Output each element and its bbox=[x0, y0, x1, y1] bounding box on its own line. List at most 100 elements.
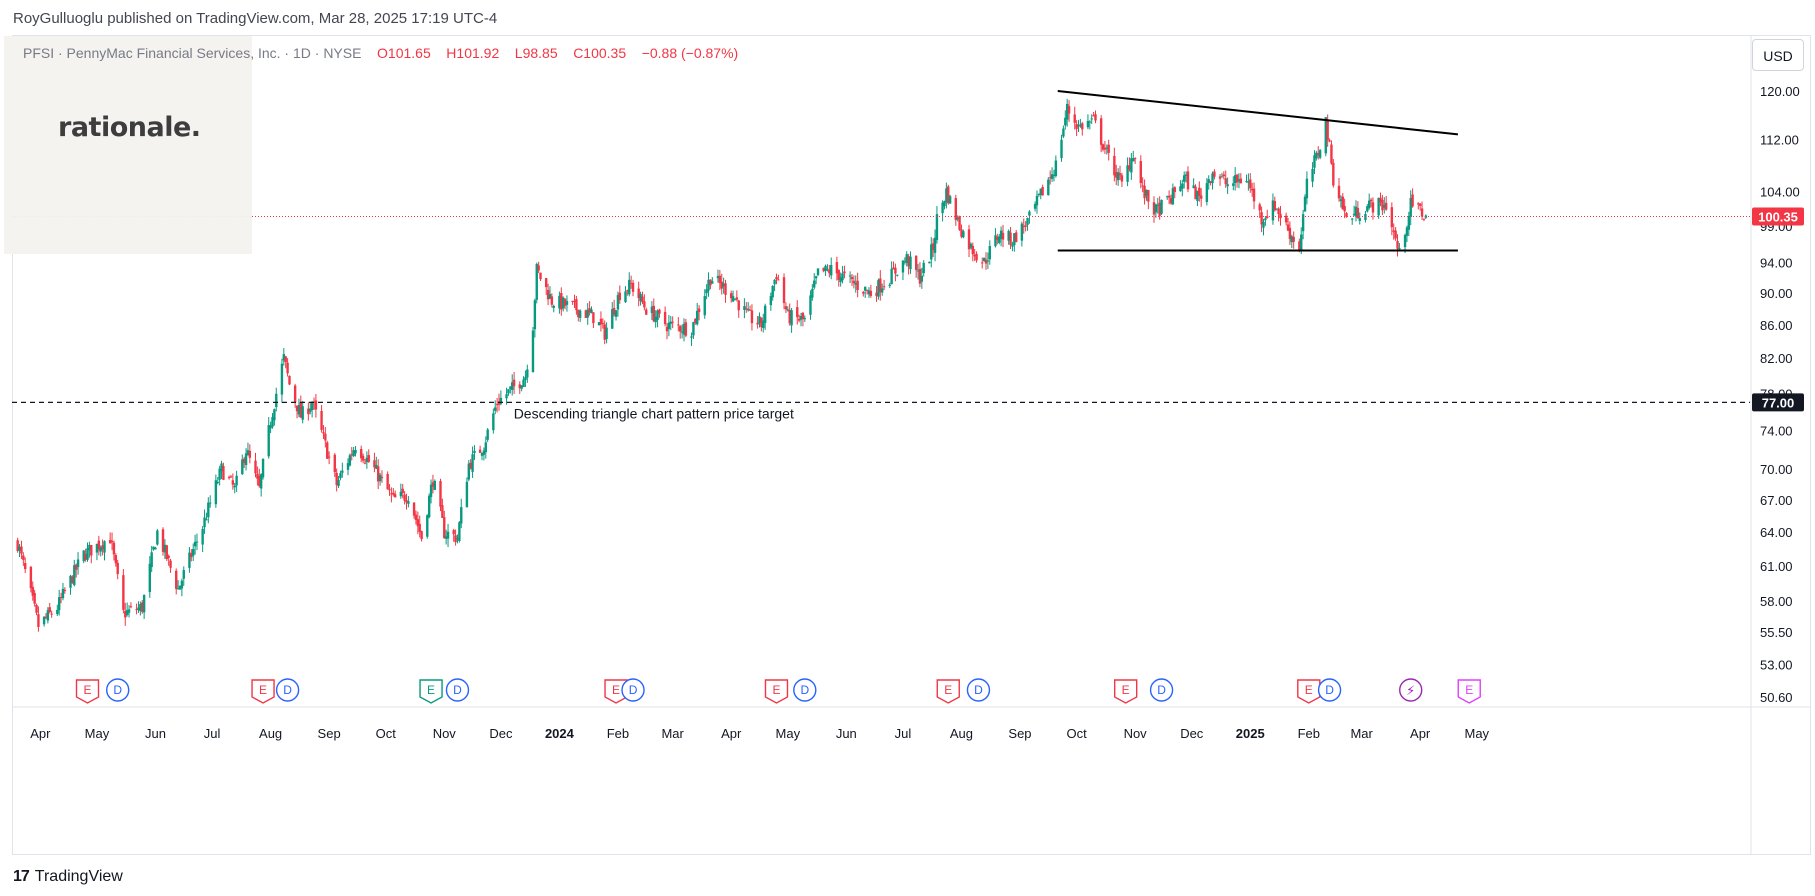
candle-body bbox=[405, 500, 408, 503]
candle-body bbox=[1079, 124, 1082, 127]
candle-body bbox=[822, 267, 825, 272]
candle-body bbox=[869, 290, 873, 296]
candle-body bbox=[988, 246, 991, 260]
candle-body bbox=[1239, 178, 1243, 184]
candle-body bbox=[426, 515, 429, 537]
candle-body bbox=[71, 576, 74, 584]
candle-body bbox=[575, 299, 578, 311]
candle-body bbox=[999, 230, 1003, 239]
candle-body bbox=[1318, 150, 1322, 158]
candle-body bbox=[1292, 236, 1295, 242]
candle-body bbox=[22, 555, 25, 560]
dividend-icon-label: D bbox=[453, 683, 462, 697]
candle-body bbox=[612, 307, 616, 315]
candle-body bbox=[882, 286, 886, 288]
candle-body bbox=[261, 458, 265, 478]
candle-body bbox=[1184, 174, 1188, 177]
tradingview-brand[interactable]: 17 TradingView bbox=[13, 868, 123, 886]
candle-body bbox=[84, 553, 87, 560]
x-tick-label: Mar bbox=[1350, 726, 1373, 741]
candle-body bbox=[1398, 248, 1401, 250]
dividend-icon-label: D bbox=[113, 683, 122, 697]
candle-body bbox=[1258, 204, 1261, 211]
candle-body bbox=[903, 261, 907, 263]
candle-body bbox=[178, 585, 182, 590]
candle-body bbox=[376, 466, 380, 482]
candle-body bbox=[42, 616, 46, 625]
y-tick-label: 50.60 bbox=[1760, 690, 1793, 705]
candle-body bbox=[1105, 147, 1109, 149]
candle-body bbox=[31, 586, 34, 596]
candle-body bbox=[916, 270, 920, 272]
candle-body bbox=[684, 322, 688, 336]
candle-body bbox=[341, 470, 344, 473]
candle-body bbox=[1252, 188, 1256, 202]
candle-body bbox=[511, 382, 514, 390]
candle-body bbox=[69, 575, 72, 588]
earnings-icon-label: E bbox=[83, 683, 91, 697]
candle-body bbox=[512, 379, 516, 387]
candle-body bbox=[141, 602, 144, 612]
candle-body bbox=[1303, 196, 1307, 212]
candle-body bbox=[1245, 181, 1248, 183]
candle-body bbox=[465, 481, 469, 508]
candle-body bbox=[1116, 172, 1120, 181]
symbol-label[interactable]: PFSI · PennyMac Financial Services, Inc.… bbox=[23, 45, 362, 61]
candle-body bbox=[1132, 158, 1135, 162]
candle-body bbox=[826, 268, 829, 270]
candle-body bbox=[499, 397, 503, 404]
candle-body bbox=[1101, 144, 1105, 150]
candle-body bbox=[446, 531, 450, 539]
candle-body bbox=[748, 309, 752, 311]
candle-body bbox=[928, 261, 931, 264]
candle-body bbox=[1147, 189, 1150, 202]
candle-body bbox=[469, 462, 472, 469]
candle-body bbox=[429, 484, 433, 498]
candle-body bbox=[110, 540, 114, 543]
logo-panel bbox=[4, 36, 252, 254]
chart-frame bbox=[12, 35, 1811, 855]
x-tick-label: Apr bbox=[1410, 726, 1431, 741]
candle-body bbox=[1300, 234, 1303, 251]
candle-body bbox=[473, 450, 476, 453]
candle-body bbox=[1326, 119, 1329, 141]
candle-body bbox=[88, 544, 91, 551]
earnings-icon bbox=[1297, 679, 1321, 704]
candle-body bbox=[1356, 207, 1360, 218]
candle-body bbox=[737, 300, 740, 311]
candle-body bbox=[746, 309, 750, 311]
candle-body bbox=[998, 236, 1001, 243]
x-tick-label: Oct bbox=[1066, 726, 1087, 741]
candle-body bbox=[958, 216, 961, 230]
candle-body bbox=[1037, 194, 1041, 196]
candle-body bbox=[254, 460, 257, 474]
candle-body bbox=[775, 277, 778, 280]
candle-body bbox=[1181, 183, 1184, 189]
earnings-icon-label: E bbox=[944, 683, 952, 697]
dividend-icon bbox=[621, 678, 645, 702]
candle-body bbox=[922, 262, 925, 274]
candle-body bbox=[665, 326, 669, 332]
candle-body bbox=[1418, 203, 1422, 206]
candle-body bbox=[956, 217, 959, 220]
candle-body bbox=[271, 417, 274, 427]
y-tick-label: 53.00 bbox=[1760, 657, 1793, 672]
candle-body bbox=[327, 456, 331, 458]
candle-body bbox=[573, 300, 576, 302]
candle-body bbox=[182, 570, 185, 579]
candle-body bbox=[16, 540, 19, 551]
candle-body bbox=[361, 455, 365, 461]
candle-body bbox=[1366, 206, 1369, 212]
y-tick-label: 86.00 bbox=[1760, 318, 1793, 333]
candle-body bbox=[1332, 162, 1335, 186]
candle-body bbox=[139, 604, 142, 611]
candle-body bbox=[811, 288, 814, 298]
candle-body bbox=[478, 449, 482, 453]
candle-body bbox=[1050, 174, 1054, 179]
candle-body bbox=[1198, 187, 1201, 197]
candle-body bbox=[709, 279, 712, 286]
currency-button[interactable]: USD bbox=[1752, 39, 1804, 71]
candle-body bbox=[18, 546, 21, 551]
candle-body bbox=[284, 356, 287, 363]
